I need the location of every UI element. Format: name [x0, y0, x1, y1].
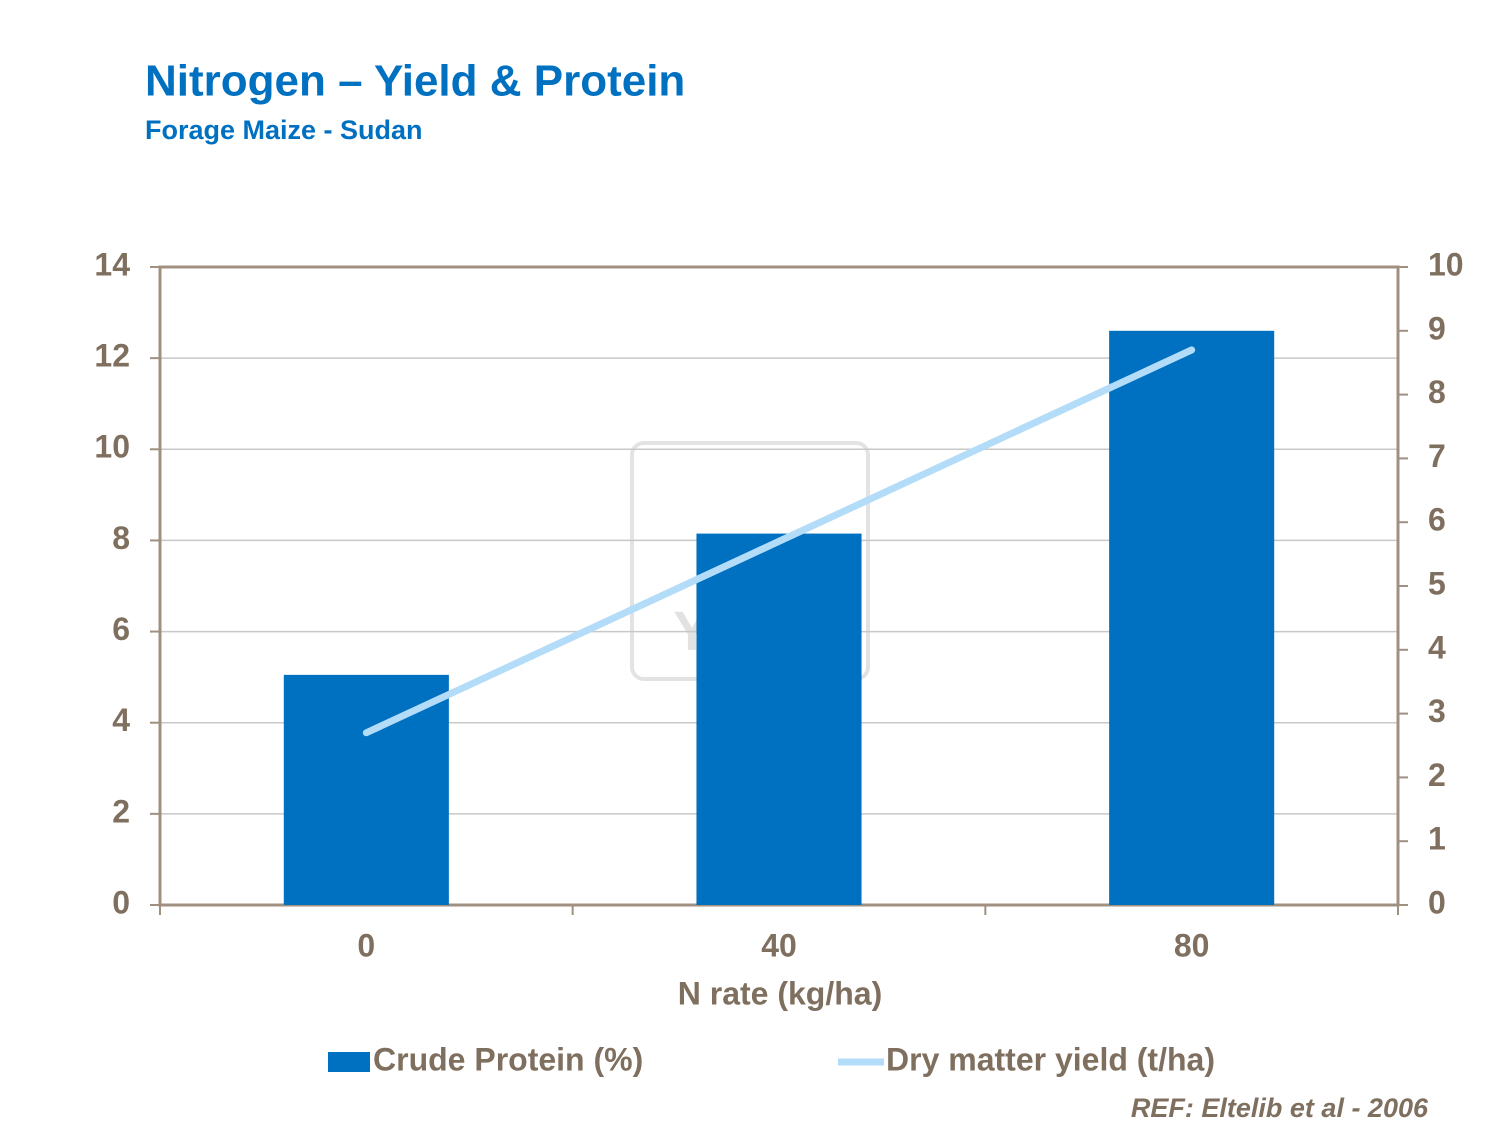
- title: Nitrogen – Yield & Protein: [145, 57, 685, 106]
- bar: [283, 674, 449, 905]
- y-tick-label: 10: [94, 429, 130, 465]
- x-tick-label: 0: [357, 927, 375, 963]
- x-axis-label: N rate (kg/ha): [678, 975, 882, 1011]
- y2-tick-label: 6: [1428, 502, 1446, 538]
- subtitle: Forage Maize - Sudan: [145, 115, 423, 145]
- y2-tick-label: 4: [1428, 629, 1446, 665]
- y2-tick-label: 1: [1428, 821, 1446, 857]
- y2-tick-label: 10: [1428, 246, 1464, 282]
- reference: REF: Eltelib et al - 2006: [1131, 1093, 1429, 1123]
- y2-tick-label: 0: [1428, 884, 1446, 920]
- x-tick-label: 80: [1174, 927, 1210, 963]
- line: [362, 346, 1196, 737]
- y-tick-label: 2: [112, 793, 130, 829]
- y-tick-label: 12: [94, 338, 130, 374]
- legend-label: Dry matter yield (t/ha): [886, 1041, 1215, 1077]
- y2-tick-label: 3: [1428, 693, 1446, 729]
- x-tick-label: 40: [761, 927, 797, 963]
- bar: [696, 533, 862, 905]
- y2-tick-label: 9: [1428, 310, 1446, 346]
- y-tick-label: 0: [112, 884, 130, 920]
- y2-tick-label: 5: [1428, 565, 1446, 601]
- y2-tick-label: 8: [1428, 374, 1446, 410]
- y-tick-label: 6: [112, 611, 130, 647]
- y2-tick-label: 7: [1428, 438, 1446, 474]
- y2-tick-label: 2: [1428, 757, 1446, 793]
- y-tick-label: 8: [112, 520, 130, 556]
- legend-swatch: [328, 1052, 370, 1072]
- y-tick-label: 4: [112, 702, 130, 738]
- bar: [1109, 330, 1275, 905]
- y-tick-label: 14: [94, 246, 130, 282]
- legend-label: Crude Protein (%): [373, 1041, 643, 1077]
